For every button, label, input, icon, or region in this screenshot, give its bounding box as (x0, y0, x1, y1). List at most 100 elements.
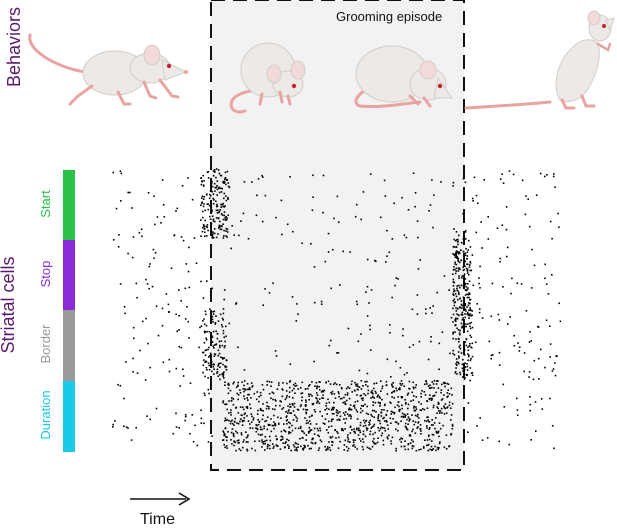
spike-dot (372, 401, 374, 403)
spike-dot (313, 360, 315, 363)
spike-dot (272, 398, 274, 401)
spike-dot (428, 398, 431, 401)
spike-dot (224, 171, 227, 174)
spike-dot (243, 395, 245, 397)
spike-dot (429, 204, 432, 206)
spike-dot (448, 401, 451, 404)
spike-dot (412, 386, 415, 389)
spike-dot (307, 422, 309, 424)
spike-dot (455, 254, 457, 257)
spike-dot (308, 395, 310, 397)
spike-dot (319, 381, 321, 383)
spike-dot (222, 180, 225, 183)
spike-dot (370, 397, 372, 399)
spike-dot (225, 419, 227, 422)
spike-dot (356, 428, 358, 431)
spike-dot (223, 211, 226, 213)
spike-dot (206, 369, 208, 371)
spike-dot (394, 406, 396, 409)
spike-dot (415, 406, 417, 408)
spike-dot (456, 313, 458, 315)
spike-dot (356, 400, 359, 402)
spike-dot (280, 435, 283, 438)
spike-dot (455, 338, 457, 340)
spike-dot (382, 443, 385, 446)
spike-dot (188, 337, 190, 339)
spike-dot (338, 411, 341, 413)
spike-dot (439, 427, 442, 430)
spike-dot (302, 430, 304, 433)
spike-dot (141, 235, 143, 238)
spike-dot (429, 394, 431, 396)
spike-dot (412, 428, 414, 431)
spike-dot (242, 441, 245, 443)
spike-dot (308, 432, 310, 434)
spike-dot (217, 375, 219, 377)
spike-dot (217, 209, 219, 212)
spike-dot (463, 281, 465, 284)
spike-dot (202, 184, 205, 186)
spike-dot (339, 415, 342, 418)
spike-dot (432, 448, 435, 450)
spike-dot (393, 412, 395, 415)
spike-dot (212, 330, 215, 333)
spike-dot (333, 393, 336, 395)
spike-dot (430, 336, 432, 338)
spike-dot (246, 397, 248, 399)
spike-dot (456, 327, 458, 330)
spike-dot (213, 373, 215, 375)
spike-dot (141, 320, 144, 323)
spike-dot (457, 251, 459, 253)
spike-dot (285, 416, 288, 418)
spike-dot (282, 382, 284, 384)
spike-dot (246, 407, 249, 409)
spike-dot (459, 373, 462, 376)
spike-dot (426, 425, 428, 427)
spike-dot (367, 413, 370, 416)
spike-dot (300, 445, 302, 448)
spike-dot (470, 346, 473, 349)
spike-dot (460, 259, 463, 261)
spike-dot (460, 322, 463, 325)
spike-dot (270, 397, 272, 399)
spike-dot (407, 392, 410, 395)
spike-dot (274, 399, 276, 401)
spike-dot (179, 385, 181, 387)
spike-dot (457, 361, 460, 364)
spike-dot (487, 216, 489, 218)
spike-dot (392, 411, 394, 413)
duration-category-bar (63, 381, 75, 452)
spike-dot (408, 380, 411, 383)
spike-dot (282, 442, 284, 444)
spike-dot (337, 447, 340, 449)
spike-dot (345, 403, 347, 405)
spike-dot (229, 422, 232, 425)
spike-dot (214, 323, 217, 325)
spike-dot (465, 310, 467, 312)
spike-dot (202, 364, 205, 367)
spike-dot (356, 410, 359, 413)
spike-dot (400, 380, 403, 382)
spike-dot (426, 400, 429, 403)
spike-dot (388, 434, 390, 437)
spike-dot (364, 394, 367, 397)
spike-dot (154, 252, 157, 254)
spike-dot (186, 306, 188, 308)
spike-dot (452, 273, 454, 275)
spike-dot (336, 419, 339, 421)
spike-dot (275, 355, 278, 357)
spike-dot (213, 182, 216, 185)
spike-dot (336, 195, 339, 198)
spike-dot (322, 390, 325, 393)
spike-dot (299, 387, 302, 389)
spike-dot (466, 251, 469, 253)
spike-dot (450, 419, 452, 421)
spike-dot (318, 385, 321, 388)
spike-dot (338, 395, 340, 398)
spike-dot (466, 330, 469, 333)
spike-dot (419, 428, 422, 431)
spike-dot (207, 348, 209, 351)
spike-dot (365, 384, 367, 386)
spike-dot (154, 223, 156, 226)
